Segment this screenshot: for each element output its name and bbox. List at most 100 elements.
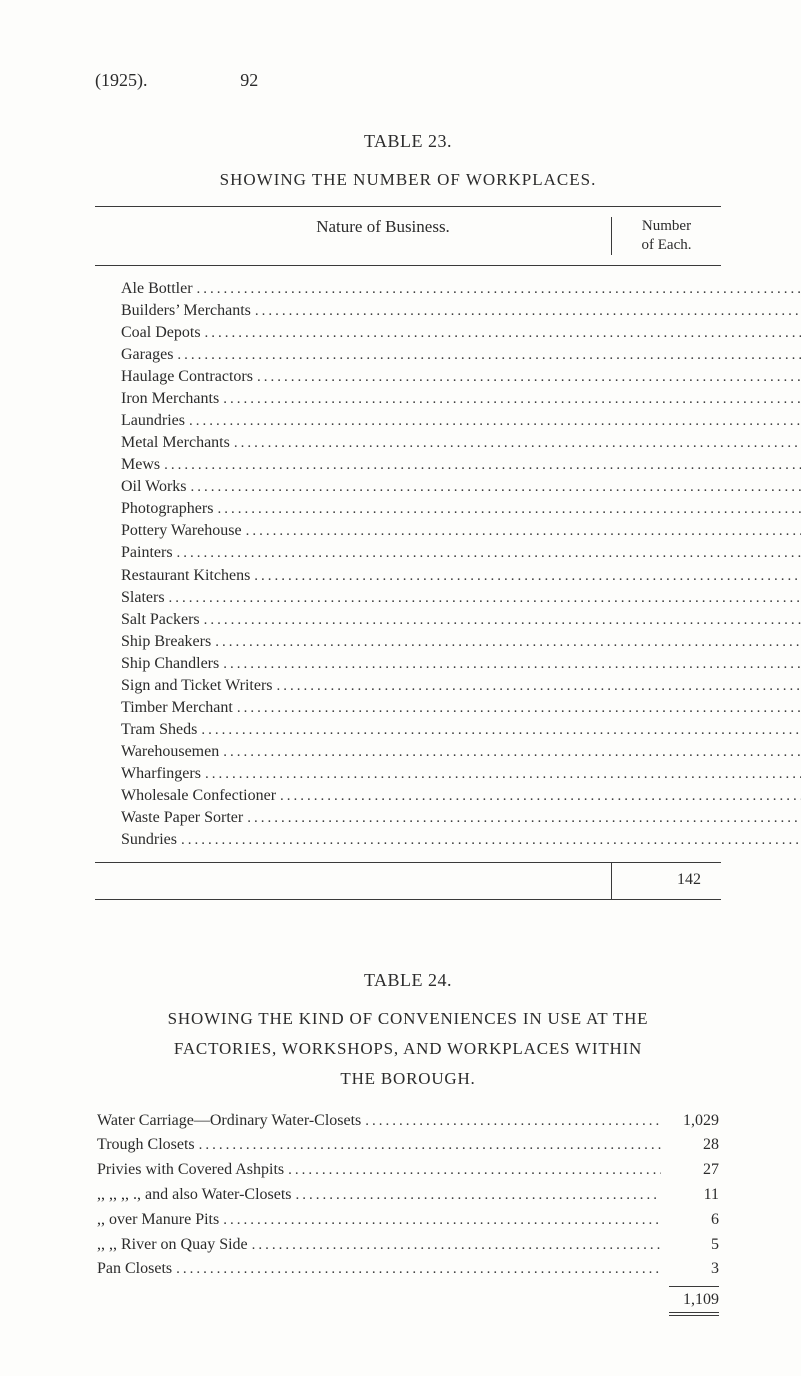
row-label: Slaters bbox=[121, 587, 165, 609]
leader-dots: ........................................… bbox=[284, 1159, 661, 1182]
row-label: ,, over Manure Pits bbox=[95, 1208, 219, 1233]
row-value: 11 bbox=[661, 1183, 721, 1208]
table-row: Timber Merchant ........................… bbox=[121, 697, 801, 719]
table-row: Coal Depots ............................… bbox=[121, 322, 801, 344]
row-label: Tram Sheds bbox=[121, 719, 197, 741]
row-label: Pan Closets bbox=[95, 1257, 172, 1282]
row-label: Waste Paper Sorter bbox=[121, 807, 243, 829]
row-value: 3 bbox=[661, 1257, 721, 1282]
table-row: Privies with Covered Ashpits ...........… bbox=[95, 1158, 721, 1183]
leader-dots: ........................................… bbox=[276, 786, 801, 807]
leader-dots: ........................................… bbox=[230, 433, 801, 454]
table-row: Builders’ Merchants ....................… bbox=[121, 300, 801, 322]
row-label: ,, ,, River on Quay Side bbox=[95, 1233, 248, 1258]
table-row: Slaters ................................… bbox=[121, 587, 801, 609]
table-row: Ship Breakers ..........................… bbox=[121, 631, 801, 653]
table-row: Water Carriage—Ordinary Water-Closets ..… bbox=[95, 1109, 721, 1134]
table24-rule-top bbox=[95, 1286, 721, 1287]
table23-labels: Ale Bottler ............................… bbox=[95, 266, 801, 862]
leader-dots: ........................................… bbox=[173, 543, 801, 564]
table-row: Garages ................................… bbox=[121, 344, 801, 366]
leader-dots: ........................................… bbox=[185, 411, 801, 432]
table-row: Haulage Contractors ....................… bbox=[121, 366, 801, 388]
row-label: Haulage Contractors bbox=[121, 366, 253, 388]
col-nature: Nature of Business. bbox=[95, 217, 611, 255]
row-label: Oil Works bbox=[121, 476, 187, 498]
leader-dots: ........................................… bbox=[197, 720, 801, 741]
row-label: Restaurant Kitchens bbox=[121, 565, 250, 587]
leader-dots: ........................................… bbox=[160, 455, 801, 476]
table-row: Trough Closets .........................… bbox=[95, 1133, 721, 1158]
table24-subtitle-l3: THE BOROUGH. bbox=[95, 1069, 721, 1089]
leader-dots: ........................................… bbox=[201, 764, 801, 785]
table24-total: 1,109 bbox=[659, 1291, 719, 1309]
table24-subtitle-l1: SHOWING THE KIND OF CONVENIENCES IN USE … bbox=[105, 1009, 711, 1029]
row-label: Privies with Covered Ashpits bbox=[95, 1158, 284, 1183]
row-label: Pottery Warehouse bbox=[121, 520, 242, 542]
row-label: Trough Closets bbox=[95, 1133, 195, 1158]
table23-subtitle: SHOWING THE NUMBER OF WORKPLACES. bbox=[95, 170, 721, 190]
row-value: 5 bbox=[661, 1233, 721, 1258]
table-row: Salt Packers ...........................… bbox=[121, 609, 801, 631]
leader-dots: ........................................… bbox=[361, 1110, 661, 1133]
table23-footer: 142 bbox=[95, 862, 721, 899]
col-number-l1: Number bbox=[642, 218, 691, 234]
row-label: Sundries bbox=[121, 829, 177, 851]
row-value: 27 bbox=[661, 1158, 721, 1183]
row-label: Wharfingers bbox=[121, 763, 201, 785]
table24-body: Water Carriage—Ordinary Water-Closets ..… bbox=[95, 1109, 721, 1283]
table-row: Pan Closets ............................… bbox=[95, 1257, 721, 1282]
table-row: Tram Sheds .............................… bbox=[121, 719, 801, 741]
table23-title: TABLE 23. bbox=[95, 131, 721, 152]
row-label: Ale Bottler bbox=[121, 278, 193, 300]
leader-dots: ........................................… bbox=[292, 1184, 661, 1207]
table-row: Metal Merchants ........................… bbox=[121, 432, 801, 454]
row-label: Iron Merchants bbox=[121, 388, 219, 410]
table23-body: Ale Bottler ............................… bbox=[95, 266, 721, 862]
table-row: Painters ...............................… bbox=[121, 542, 801, 564]
table-row: Oil Works ..............................… bbox=[121, 476, 801, 498]
table-row: Ship Chandlers .........................… bbox=[121, 653, 801, 675]
leader-dots: ........................................… bbox=[219, 742, 801, 763]
table-row: Photographers ..........................… bbox=[121, 498, 801, 520]
table-row: Sundries ...............................… bbox=[121, 829, 801, 851]
leader-dots: ........................................… bbox=[213, 499, 801, 520]
row-label: Laundries bbox=[121, 410, 185, 432]
leader-dots: ........................................… bbox=[250, 566, 801, 587]
row-label: Photographers bbox=[121, 498, 213, 520]
leader-dots: ........................................… bbox=[242, 521, 801, 542]
table-row: Iron Merchants .........................… bbox=[121, 388, 801, 410]
table-row: ,, ,, ,, ., and also Water-Closets .....… bbox=[95, 1183, 721, 1208]
table-row: Mews ...................................… bbox=[121, 454, 801, 476]
row-label: Metal Merchants bbox=[121, 432, 230, 454]
page-header: (1925). 92 bbox=[95, 70, 721, 91]
table-row: Wholesale Confectioner .................… bbox=[121, 785, 801, 807]
leader-dots: ........................................… bbox=[193, 279, 801, 300]
leader-dots: ........................................… bbox=[273, 676, 801, 697]
leader-dots: ........................................… bbox=[248, 1234, 661, 1257]
col-number-l2: of Each. bbox=[642, 237, 692, 253]
row-label: Warehousemen bbox=[121, 741, 219, 763]
table-row: Laundries ..............................… bbox=[121, 410, 801, 432]
table23-total: 142 bbox=[611, 863, 721, 899]
row-label: Sign and Ticket Writers bbox=[121, 675, 273, 697]
leader-dots: ........................................… bbox=[219, 1209, 661, 1232]
row-value: 28 bbox=[661, 1133, 721, 1158]
leader-dots: ........................................… bbox=[251, 301, 801, 322]
table-row: ,, over Manure Pits ....................… bbox=[95, 1208, 721, 1233]
year-label: (1925). bbox=[95, 70, 148, 91]
row-label: Builders’ Merchants bbox=[121, 300, 251, 322]
row-label: Garages bbox=[121, 344, 173, 366]
leader-dots: ........................................… bbox=[211, 632, 801, 653]
leader-dots: ........................................… bbox=[165, 588, 801, 609]
table-row: Wharfingers ............................… bbox=[121, 763, 801, 785]
row-label: Timber Merchant bbox=[121, 697, 233, 719]
leader-dots: ........................................… bbox=[173, 345, 801, 366]
leader-dots: ........................................… bbox=[172, 1258, 661, 1281]
table-row: Ale Bottler ............................… bbox=[121, 278, 801, 300]
table-row: Warehousemen ...........................… bbox=[121, 741, 801, 763]
row-label: Water Carriage—Ordinary Water-Closets bbox=[95, 1109, 361, 1134]
leader-dots: ........................................… bbox=[200, 610, 801, 631]
row-label: Painters bbox=[121, 542, 173, 564]
table-row: Restaurant Kitchens ....................… bbox=[121, 565, 801, 587]
